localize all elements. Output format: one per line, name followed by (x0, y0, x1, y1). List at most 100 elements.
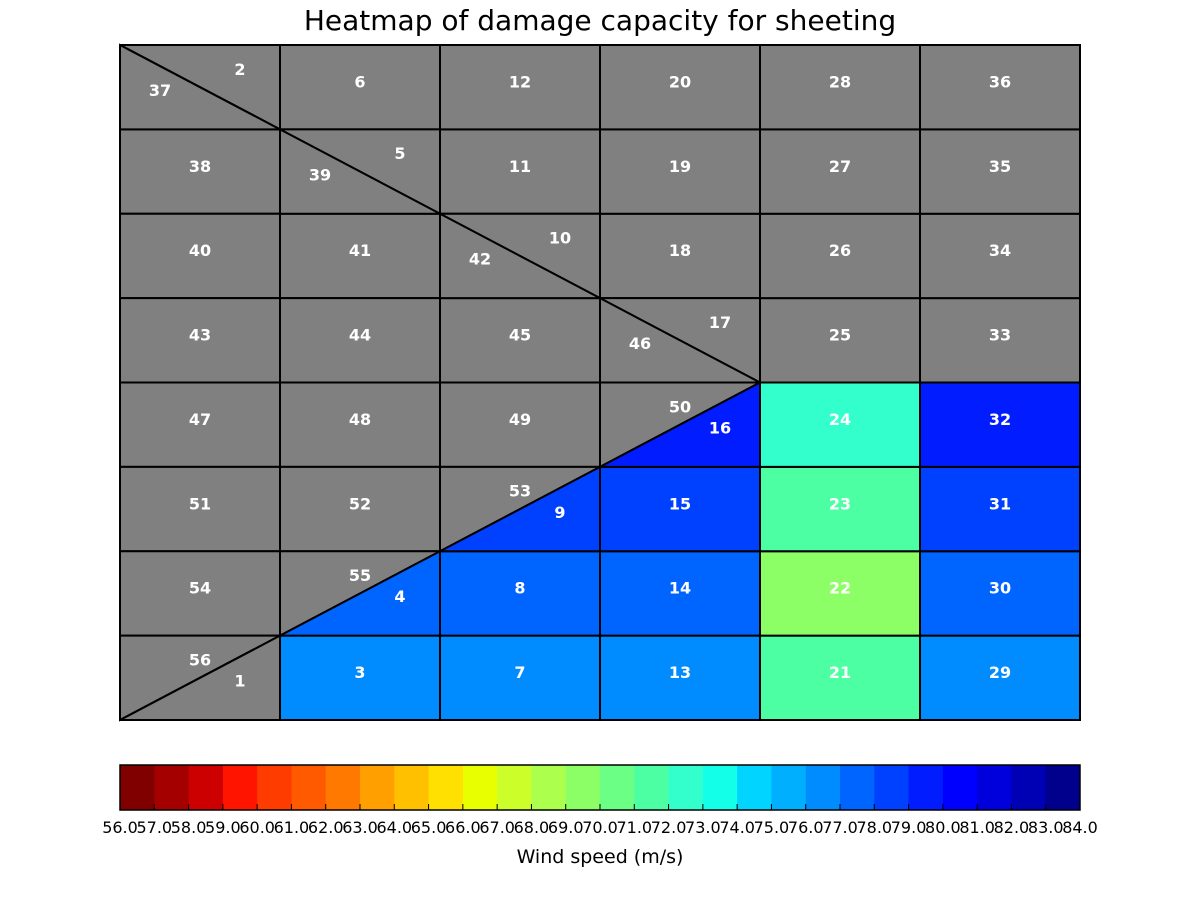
heatmap-cell-9 (439, 465, 601, 553)
colorbar-tick-label-25: 81.0 (959, 818, 995, 837)
colorbar-tick-label-10: 66.0 (445, 818, 481, 837)
colorbar-swatch-8 (394, 765, 430, 810)
cell-label-42: 42 (469, 250, 491, 269)
colorbar-swatch-2 (188, 765, 224, 810)
cell-label-9: 9 (554, 503, 565, 522)
cell-label-12: 12 (509, 72, 531, 91)
colorbar-swatch-7 (360, 765, 395, 810)
heatmap-cell-39 (279, 127, 441, 215)
colorbar-tick-label-22: 78.0 (856, 818, 892, 837)
colorbar-tick-label-11: 67.0 (479, 818, 515, 837)
cell-label-31: 31 (989, 494, 1011, 513)
colorbar-tick-label-12: 68.0 (514, 818, 550, 837)
cell-label-25: 25 (829, 326, 851, 345)
colorbar-swatch-14 (600, 765, 635, 810)
heatmap-cell-16 (599, 380, 761, 468)
colorbar-tick-label-24: 80.0 (925, 818, 961, 837)
cell-label-50: 50 (669, 397, 691, 416)
colorbar-tick-label-23: 79.0 (891, 818, 927, 837)
colorbar-swatch-0 (120, 765, 155, 810)
colorbar-swatch-11 (497, 765, 532, 810)
colorbar-tick-label-20: 76.0 (788, 818, 824, 837)
cell-label-16: 16 (709, 418, 731, 437)
colorbar-swatch-25 (977, 765, 1012, 810)
heatmap-cell-labels: 3678111213141518192021222324252627282930… (149, 60, 1011, 691)
colorbar-tick-label-3: 59.0 (205, 818, 241, 837)
cell-label-15: 15 (669, 494, 691, 513)
cell-label-36: 36 (989, 72, 1011, 91)
colorbar-swatch-17 (702, 765, 738, 810)
cell-label-45: 45 (509, 326, 531, 345)
colorbar-swatch-22 (874, 765, 910, 810)
cell-label-3: 3 (354, 663, 365, 682)
colorbar-swatch-5 (291, 765, 327, 810)
cell-label-8: 8 (514, 579, 525, 598)
colorbar-swatch-13 (565, 765, 601, 810)
cell-label-39: 39 (309, 165, 331, 184)
cell-label-7: 7 (514, 663, 525, 682)
colorbar-swatch-1 (154, 765, 190, 810)
colorbar-swatch-18 (737, 765, 772, 810)
cell-label-32: 32 (989, 410, 1011, 429)
colorbar-swatch-3 (222, 765, 258, 810)
colorbar-swatch-20 (805, 765, 841, 810)
colorbar-tick-label-8: 64.0 (376, 818, 412, 837)
colorbar-tick-label-4: 60.0 (239, 818, 275, 837)
cell-label-37: 37 (149, 81, 171, 100)
colorbar-tick-label-6: 62.0 (308, 818, 344, 837)
cell-label-23: 23 (829, 494, 851, 513)
colorbar-swatch-23 (908, 765, 944, 810)
cell-label-43: 43 (189, 326, 211, 345)
colorbar-tick-label-1: 57.0 (136, 818, 172, 837)
cell-label-21: 21 (829, 663, 851, 682)
heatmap-cell-42 (439, 212, 601, 300)
cell-label-33: 33 (989, 326, 1011, 345)
cell-label-27: 27 (829, 157, 851, 176)
heatmap-cell-4 (279, 549, 441, 637)
colorbar-tick-label-14: 70.0 (582, 818, 618, 837)
colorbar-tick-label-7: 63.0 (342, 818, 378, 837)
cell-label-5: 5 (394, 144, 405, 163)
colorbar-tick-label-15: 71.0 (616, 818, 652, 837)
colorbar-swatch-15 (634, 765, 670, 810)
cell-label-13: 13 (669, 663, 691, 682)
cell-label-2: 2 (234, 60, 245, 79)
colorbar-tick-label-16: 72.0 (651, 818, 687, 837)
cell-label-55: 55 (349, 566, 371, 585)
colorbar-swatch-21 (840, 765, 875, 810)
cell-label-44: 44 (349, 326, 371, 345)
colorbar-swatch-9 (428, 765, 464, 810)
colorbar: 56.057.058.059.060.061.062.063.064.065.0… (102, 764, 1098, 837)
cell-label-54: 54 (189, 579, 211, 598)
cell-label-18: 18 (669, 241, 691, 260)
colorbar-tick-label-9: 65.0 (411, 818, 447, 837)
colorbar-tick-label-0: 56.0 (102, 818, 138, 837)
colorbar-tick-label-26: 82.0 (994, 818, 1030, 837)
cell-label-11: 11 (509, 157, 531, 176)
colorbar-label: Wind speed (m/s) (517, 846, 684, 868)
cell-label-26: 26 (829, 241, 851, 260)
colorbar-swatch-16 (668, 765, 704, 810)
cell-label-51: 51 (189, 494, 211, 513)
colorbar-swatch-19 (771, 765, 807, 810)
chart-title: Heatmap of damage capacity for sheeting (303, 4, 897, 37)
cell-label-20: 20 (669, 72, 691, 91)
colorbar-tick-label-28: 84.0 (1062, 818, 1098, 837)
colorbar-tick-label-2: 58.0 (171, 818, 207, 837)
colorbar-swatch-12 (531, 765, 567, 810)
cell-label-10: 10 (549, 229, 571, 248)
cell-label-52: 52 (349, 494, 371, 513)
cell-label-38: 38 (189, 157, 211, 176)
colorbar-tick-label-21: 77.0 (822, 818, 858, 837)
cell-label-29: 29 (989, 663, 1011, 682)
cell-label-6: 6 (354, 72, 365, 91)
colorbar-tick-label-5: 61.0 (274, 818, 310, 837)
cell-label-56: 56 (189, 650, 211, 669)
colorbar-swatch-24 (942, 765, 978, 810)
cell-label-1: 1 (234, 672, 245, 691)
cell-label-34: 34 (989, 241, 1011, 260)
cell-label-35: 35 (989, 157, 1011, 176)
heatmap-frame (119, 44, 1081, 721)
